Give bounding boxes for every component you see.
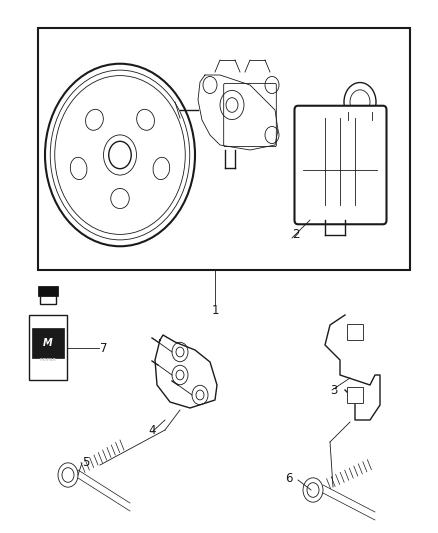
Bar: [327, 197, 337, 207]
Bar: [315, 173, 325, 183]
Bar: [327, 209, 337, 219]
Text: 6: 6: [285, 472, 293, 484]
Text: 5: 5: [82, 456, 89, 469]
Circle shape: [303, 478, 323, 502]
Circle shape: [172, 342, 188, 362]
Text: 3: 3: [330, 384, 337, 397]
Text: 1: 1: [211, 303, 219, 317]
Text: 4: 4: [148, 424, 155, 437]
Bar: [315, 185, 325, 195]
Bar: [40, 292, 56, 304]
Bar: [347, 387, 363, 403]
Bar: [38, 286, 58, 296]
Bar: [315, 209, 325, 219]
Bar: [347, 324, 363, 340]
Bar: [303, 209, 313, 219]
Text: M: M: [43, 338, 53, 348]
Circle shape: [58, 463, 78, 487]
Text: 7: 7: [100, 342, 107, 354]
Bar: [327, 173, 337, 183]
Circle shape: [172, 365, 188, 385]
Bar: [315, 197, 325, 207]
Text: 2: 2: [292, 229, 300, 241]
FancyBboxPatch shape: [294, 106, 386, 224]
Bar: [327, 185, 337, 195]
Bar: [32, 328, 64, 358]
Bar: [303, 185, 313, 195]
Bar: [303, 197, 313, 207]
Bar: [303, 173, 313, 183]
Bar: [29, 315, 67, 380]
Text: MOPAR: MOPAR: [39, 358, 57, 362]
Bar: [38, 28, 410, 270]
Circle shape: [192, 385, 208, 405]
